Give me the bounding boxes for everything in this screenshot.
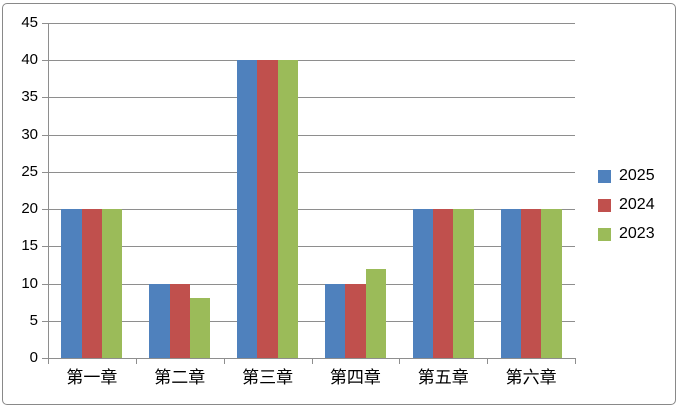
- bar-2025-第五章: [412, 209, 434, 358]
- legend-label-2023: 2023: [619, 225, 655, 242]
- x-axis-label-6: 第六章: [505, 368, 557, 387]
- y-tick-35: [42, 97, 48, 99]
- legend-label-2024: 2024: [619, 196, 655, 213]
- bar-2025-第一章: [61, 209, 82, 358]
- x-tick-3: [311, 358, 313, 364]
- bar-2025-第三章: [237, 60, 258, 358]
- bar-2023-第五章: [453, 209, 474, 358]
- x-axis-label-4: 第四章: [329, 368, 381, 387]
- bar-2023-第六章: [541, 209, 562, 358]
- bar-2023-第四章: [365, 268, 386, 358]
- gridline-40: [48, 60, 575, 62]
- gridline-25: [48, 171, 575, 173]
- y-axis-label-0: 0: [29, 349, 38, 366]
- gridline-15: [48, 246, 575, 248]
- legend-swatch-2023: [598, 227, 611, 241]
- x-tick-1: [135, 358, 137, 364]
- bar-2025-第四章: [324, 283, 346, 358]
- x-axis-label-5: 第五章: [417, 368, 469, 387]
- x-tick-2: [223, 358, 225, 364]
- y-tick-20: [42, 209, 48, 211]
- y-axis-label-30: 30: [21, 125, 38, 143]
- gridline-5: [48, 320, 575, 322]
- x-tick-5: [487, 358, 489, 364]
- bar-2023-第三章: [277, 60, 299, 358]
- y-tick-45: [42, 23, 48, 24]
- gridline-10: [48, 283, 575, 285]
- y-axis-label-40: 40: [21, 51, 38, 69]
- bar-2024-第四章: [345, 283, 366, 358]
- y-axis-label-35: 35: [21, 88, 38, 106]
- y-tick-5: [42, 320, 48, 322]
- bar-2024-第六章: [520, 209, 542, 358]
- legend: 2025 2024 2023: [598, 166, 670, 253]
- y-axis-label-10: 10: [21, 274, 38, 292]
- bar-2023-第二章: [189, 298, 211, 358]
- bar-2025-第六章: [500, 209, 521, 358]
- y-tick-25: [42, 171, 48, 173]
- gridline-30: [48, 134, 575, 136]
- bar-2025-第二章: [149, 283, 170, 358]
- x-tick-0: [48, 358, 49, 364]
- x-axis-label-1: 第一章: [66, 368, 118, 387]
- legend-label-2025: 2025: [619, 167, 655, 184]
- y-axis-label-20: 20: [21, 200, 38, 218]
- x-tick-4: [399, 358, 401, 364]
- bar-2024-第三章: [257, 60, 278, 358]
- bar-2023-第一章: [102, 209, 123, 358]
- legend-item-2023: 2023: [598, 224, 655, 244]
- legend-swatch-2024: [598, 198, 611, 212]
- y-tick-10: [42, 283, 48, 285]
- x-tick-6: [575, 358, 576, 364]
- x-axis-label-3: 第三章: [242, 368, 294, 387]
- y-axis-label-15: 15: [21, 237, 38, 255]
- y-axis-label-45: 45: [21, 14, 38, 31]
- y-tick-15: [42, 246, 48, 248]
- x-axis-label-2: 第二章: [154, 368, 206, 387]
- y-tick-40: [42, 60, 48, 62]
- legend-swatch-2025: [598, 169, 611, 183]
- bar-2024-第一章: [81, 209, 103, 358]
- legend-item-2024: 2024: [598, 195, 655, 215]
- y-tick-30: [42, 134, 48, 136]
- gridline-45: [48, 23, 575, 24]
- gridline-35: [48, 97, 575, 99]
- legend-item-2025: 2025: [598, 166, 655, 186]
- y-axis-line: [48, 23, 49, 358]
- y-tick-0: [42, 358, 48, 359]
- y-axis-label-25: 25: [21, 162, 38, 180]
- bar-2024-第五章: [433, 209, 454, 358]
- gridline-20: [48, 209, 575, 211]
- y-axis-label-5: 5: [29, 311, 38, 329]
- bar-2024-第二章: [169, 283, 190, 358]
